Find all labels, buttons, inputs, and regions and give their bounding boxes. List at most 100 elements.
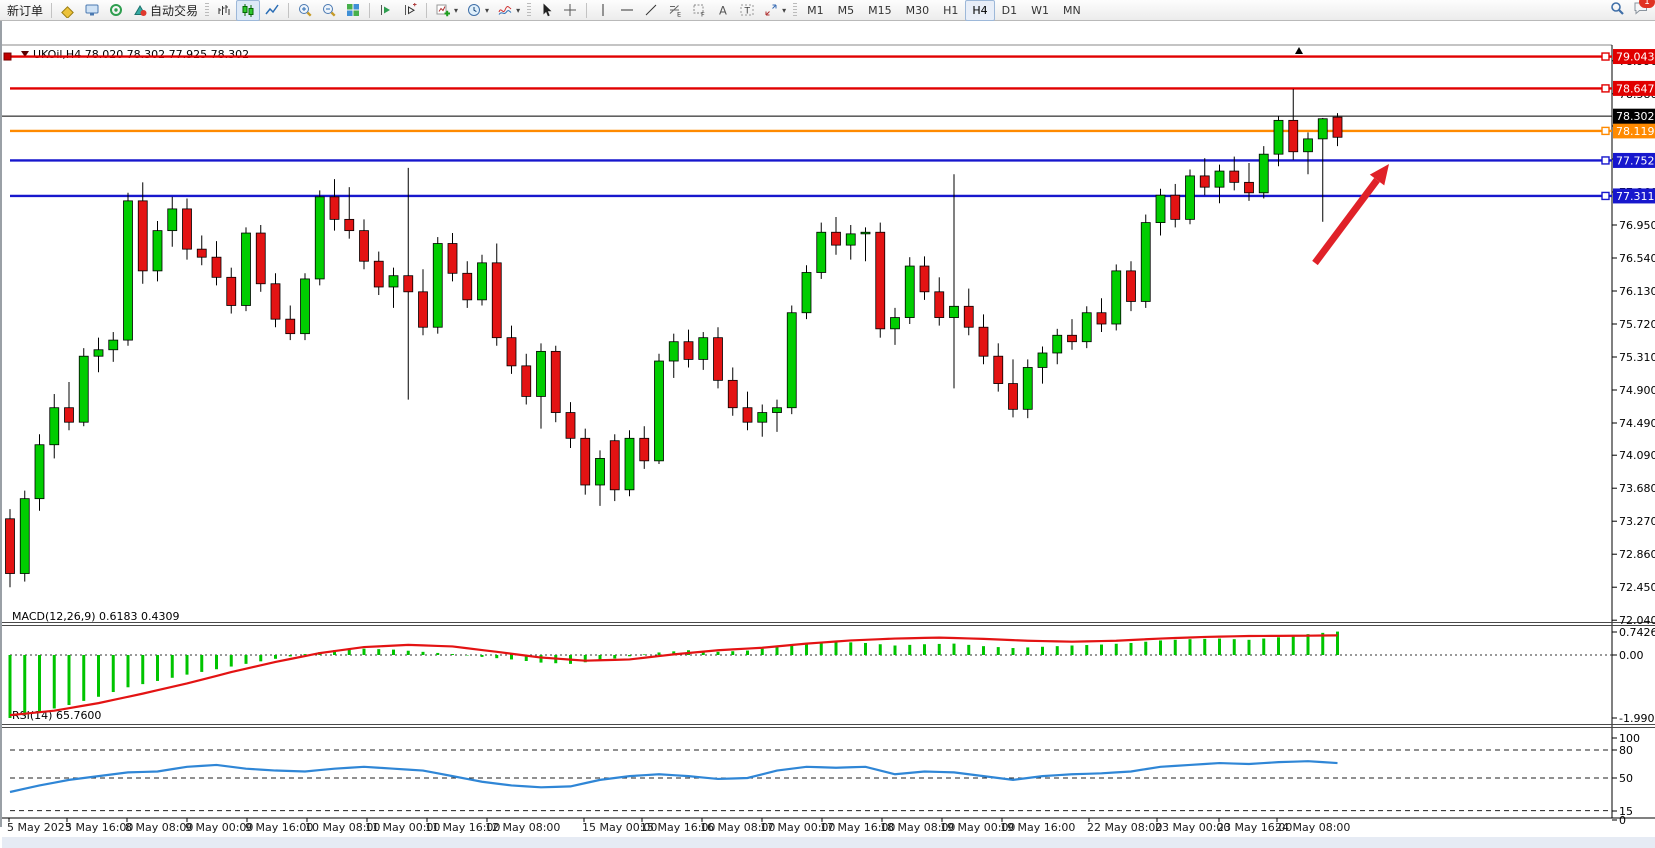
arrows-button-dropdown-icon[interactable]: ▾ (782, 5, 787, 15)
candlestick-chart-button[interactable] (236, 0, 261, 21)
bar-chart-button[interactable] (212, 0, 236, 21)
line-chart-icon (265, 4, 279, 15)
candle-body (742, 407, 753, 423)
charts-button[interactable] (56, 0, 80, 21)
timeframe-d1-button[interactable]: D1 (1001, 3, 1018, 17)
indicators-button[interactable]: ▾ (493, 0, 524, 21)
svg-text:5 May 2023: 5 May 2023 (7, 821, 72, 834)
monitor-icon (85, 4, 99, 16)
candle-body (1081, 312, 1092, 343)
svg-text:E: E (677, 11, 681, 19)
text-label-button[interactable]: T (735, 0, 759, 21)
hline-handle-78.647[interactable] (1601, 84, 1610, 93)
candle-body (624, 437, 635, 491)
cursor-button[interactable] (534, 0, 558, 21)
timeframe-h1-button[interactable]: H1 (943, 3, 959, 17)
chart-shift-button[interactable] (398, 0, 422, 21)
candle-body (801, 272, 812, 314)
timeframe-m15-button[interactable]: M15 (868, 3, 892, 17)
new-chart-button-dropdown-icon[interactable]: ▾ (454, 5, 459, 15)
new-chart-button[interactable]: ▾ (431, 0, 462, 21)
bars-chart-icon (218, 5, 230, 15)
auto-trading-button-label: 自动交易 (150, 3, 199, 18)
horizontal-line-button[interactable] (615, 0, 639, 21)
timeframe-m1-button[interactable]: M1 (807, 3, 824, 17)
new-order-button[interactable]: 新订单 (3, 0, 47, 21)
zoom-in-button[interactable] (293, 0, 317, 21)
timeframe-h4-button[interactable]: H4 (965, 0, 995, 21)
candle-body (432, 243, 443, 328)
candle-body (211, 256, 222, 278)
macd-axis[interactable]: 0.7426 0.00 -1.9905 (1612, 626, 1655, 725)
text-button[interactable]: A (711, 0, 735, 21)
price-axis[interactable]: 78.99078.58078.18077.77077.36076.95076.5… (1612, 55, 1655, 627)
hline-handle-78.119[interactable] (1601, 126, 1610, 136)
candle-body (978, 326, 989, 357)
trendline-button[interactable] (639, 0, 663, 21)
tile-windows-button[interactable] (341, 0, 365, 21)
fibonacci-button[interactable]: E (663, 0, 687, 21)
hline-handle-79.043[interactable] (1601, 52, 1610, 61)
timeframe-m30-button[interactable]: M30 (905, 3, 930, 17)
vertical-line-button[interactable] (591, 0, 615, 21)
svg-text:78.302: 78.302 (1616, 110, 1655, 123)
candle-body (1170, 194, 1181, 220)
timeframe-mn-button[interactable]: MN (1063, 3, 1081, 17)
trend-arrow[interactable] (1312, 164, 1389, 266)
candle-body (49, 407, 60, 446)
market-watch-button[interactable] (80, 0, 104, 21)
zoom-out-button[interactable] (317, 0, 341, 21)
crosshair-button[interactable] (558, 0, 582, 21)
indicators-button-dropdown-icon[interactable]: ▾ (516, 5, 521, 15)
candle-body (1199, 175, 1210, 188)
hline-handles[interactable] (3, 52, 1610, 201)
tile-windows-icon (347, 4, 360, 16)
candle-body (477, 262, 487, 301)
candle-body (1317, 118, 1328, 140)
notifications-button[interactable]: 1 (1633, 0, 1655, 20)
candle-body (757, 412, 768, 423)
candle-body (167, 208, 178, 232)
arrows-button[interactable]: ▾ (759, 0, 790, 21)
candle-body (64, 407, 74, 423)
timeframe-w1-button[interactable]: W1 (1031, 3, 1049, 17)
candle-body (1214, 170, 1225, 188)
channel-button[interactable]: F (687, 0, 711, 21)
grid-f-icon: F (693, 4, 705, 18)
hline-handle-77.311[interactable] (1601, 191, 1610, 201)
svg-text:72.860: 72.860 (1619, 548, 1655, 561)
periods-button[interactable]: ▾ (462, 0, 493, 21)
bid-price-tag: 78.302 (1613, 108, 1655, 124)
horizontal-lines[interactable] (2, 55, 1612, 198)
hline-handle-77.752[interactable] (1601, 156, 1610, 165)
zoom-out-icon (323, 4, 336, 17)
candle-body (580, 437, 591, 486)
candle-body (1140, 222, 1151, 302)
chart-canvas[interactable]: 78.99078.58078.18077.77077.36076.95076.5… (2, 21, 1655, 848)
candle-body (521, 365, 532, 397)
auto-scroll-button[interactable] (374, 0, 398, 21)
candle-body (491, 262, 502, 339)
new-order-button-label: 新订单 (7, 3, 44, 18)
auto-trading-button[interactable]: 自动交易 (128, 0, 202, 21)
candle-body (78, 355, 89, 423)
candle-body (285, 318, 296, 335)
cursor-icon (543, 3, 552, 17)
sep5 (586, 2, 588, 18)
chart-window[interactable]: UKOil,H4 78.020 78.302 77.925 78.302 MAC… (0, 21, 1655, 848)
line-chart-button[interactable] (260, 0, 284, 21)
periods-button-dropdown-icon[interactable]: ▾ (485, 5, 490, 15)
search-button[interactable] (1609, 0, 1625, 20)
signals-button[interactable] (104, 0, 128, 21)
timeframe-m5-button[interactable]: M5 (837, 3, 855, 17)
candle-body (1155, 194, 1166, 223)
svg-text:8 May 08:00: 8 May 08:00 (125, 821, 193, 834)
svg-text:74.090: 74.090 (1619, 449, 1655, 462)
price-tag-77.311: 77.311 (1613, 188, 1655, 204)
hline-handle-left[interactable] (3, 52, 12, 61)
scroll-end-marker-icon[interactable] (1295, 47, 1303, 54)
candle-body (123, 200, 133, 341)
candle-body (1096, 312, 1107, 325)
